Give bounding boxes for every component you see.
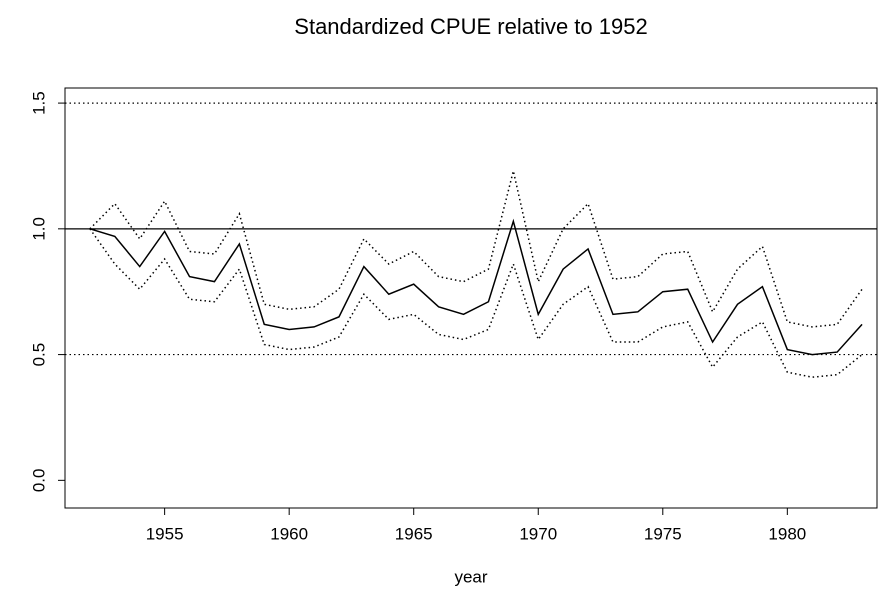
plot-frame — [64, 87, 878, 509]
y-tick-label: 1.5 — [29, 91, 48, 115]
y-tick-label: 1.0 — [29, 217, 48, 241]
series-line — [89, 170, 863, 328]
x-tick-label: 1955 — [146, 524, 184, 543]
x-tick-label: 1975 — [644, 524, 682, 543]
y-tick-label: 0.0 — [29, 469, 48, 493]
x-tick-label: 1965 — [395, 524, 433, 543]
chart-title: Standardized CPUE relative to 1952 — [294, 14, 647, 39]
x-axis-label: year — [454, 567, 487, 586]
y-tick-label: 0.5 — [29, 343, 48, 367]
series-line — [89, 218, 863, 356]
x-tick-label: 1980 — [768, 524, 806, 543]
x-tick-label: 1970 — [519, 524, 557, 543]
x-tick-label: 1960 — [270, 524, 308, 543]
